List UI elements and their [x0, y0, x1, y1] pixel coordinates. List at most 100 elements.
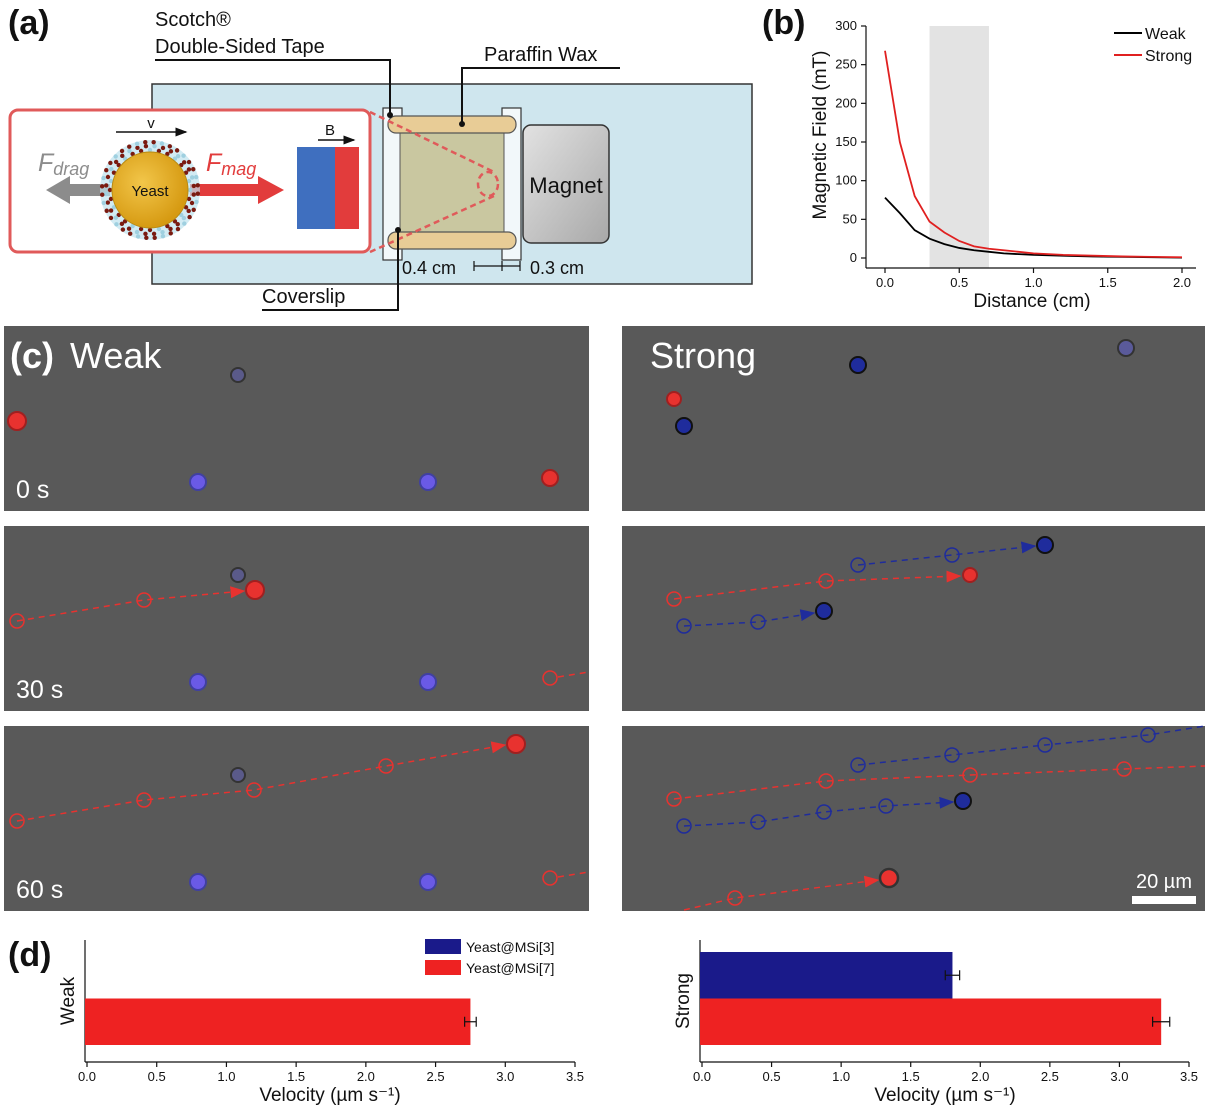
magnetic-particle	[105, 174, 111, 180]
magnetic-particle	[120, 153, 125, 159]
tape-callout-line	[155, 59, 391, 115]
d-weak-x-tick-label: 0.5	[148, 1069, 166, 1084]
panel-b-chart: (b) 0.0 0.5 1.0 1.5 2.0 0 50 100 150 200 250 300 Di…	[762, 4, 1196, 312]
panel-d-letter: (d)	[8, 936, 51, 974]
velocity-label: v	[147, 115, 155, 132]
coverslip-callout-line	[262, 230, 399, 311]
d-weak-x-tick-label: 1.0	[217, 1069, 235, 1084]
magnetic-particle	[127, 144, 132, 149]
magnetic-particle	[113, 154, 118, 159]
magnetic-particle	[194, 174, 199, 180]
magnetic-particle	[127, 231, 133, 236]
b-series	[884, 50, 1183, 259]
time-30s: 30 s	[16, 676, 63, 704]
magnetic-particle	[191, 183, 197, 189]
magnetic-particle	[134, 229, 140, 235]
panel-b-letter: (b)	[762, 4, 805, 42]
magnetic-particle	[111, 205, 117, 210]
panel-c-microscopy: (c) Weak Strong 0 s 30 s 60 s	[4, 326, 1206, 911]
yeast-cell: Yeast	[99, 139, 201, 241]
magnetic-particle	[147, 227, 153, 233]
magnet	[522, 124, 610, 244]
legend-msi7-swatch	[425, 960, 461, 975]
magnetic-particle	[165, 223, 170, 229]
d-strong-bars: 0.0 0.5 1.0 1.5 2.0 2.5 3.0 3.5	[693, 952, 1198, 1084]
magnetic-particle	[143, 231, 148, 236]
time-0s: 0 s	[16, 476, 49, 504]
d-strong-x-tick-label: 2.5	[1041, 1069, 1059, 1084]
time-60s: 60 s	[16, 876, 63, 904]
magnetic-particle	[187, 214, 192, 220]
wax-top	[387, 115, 517, 134]
magnetic-particle	[191, 207, 196, 213]
magnetic-particle	[151, 139, 156, 145]
wax-bottom	[387, 231, 517, 250]
scale-bar-label: 20 µm	[1136, 871, 1192, 893]
b-y-tick-label: 250	[835, 57, 857, 72]
zoom-lines	[369, 110, 500, 254]
panel-d-charts: (d) 0.0 0.5 1.0 1.5 2.0 2.5 3.0 3.5 Velocity (µ…	[8, 936, 1198, 1106]
d-weak-y-label: Weak	[58, 976, 79, 1025]
magnetic-particle	[189, 175, 195, 180]
weak-label: Weak	[70, 335, 162, 376]
magnetic-particle	[186, 208, 191, 214]
magnetic-particle	[186, 159, 192, 165]
d-strong-x-tick-label: 1.5	[902, 1069, 920, 1084]
weak-30s-particles	[9, 567, 590, 691]
wax-callout-line	[461, 67, 620, 124]
magnetic-particle	[195, 191, 201, 196]
legend-weak-label: Weak	[1145, 26, 1187, 43]
legend-msi3-swatch	[425, 939, 461, 954]
fdrag-label: Fdrag	[38, 149, 89, 179]
magnetic-particle	[160, 234, 166, 239]
d-strong-x-tick-label: 1.0	[832, 1069, 850, 1084]
d-strong-x-tick-label: 3.0	[1110, 1069, 1128, 1084]
b-x-label: Distance (cm)	[973, 291, 1090, 312]
magnetic-particle	[105, 200, 111, 205]
magnetic-particle	[143, 140, 148, 145]
b-y-tick-label: 300	[835, 18, 857, 33]
magnetic-particle	[186, 178, 192, 184]
weak-60s-frame	[4, 726, 589, 911]
magnetic-particle	[183, 205, 189, 210]
scale-bar	[1132, 896, 1196, 904]
strong-label: Strong	[650, 335, 756, 376]
b-ticks: 0.0 0.5 1.0 1.5 2.0 0 50 100 150 200 250 300	[835, 18, 1191, 290]
magnetic-particle	[127, 148, 132, 154]
magnetic-particle	[152, 235, 157, 240]
d-strong-bar-1	[700, 998, 1162, 1045]
d-strong-x-tick-label: 3.5	[1180, 1069, 1198, 1084]
weak-30s-frame	[4, 526, 589, 711]
d-strong-x-label: Velocity (µm s⁻¹)	[874, 1085, 1015, 1106]
d-strong-x-tick-label: 0.0	[693, 1069, 711, 1084]
strong-0s-frame	[622, 326, 1205, 511]
magnetic-particle	[152, 144, 157, 149]
magnetic-particle	[108, 160, 113, 166]
dim-right-label: 0.3 cm	[530, 258, 584, 278]
magnetic-particle	[104, 183, 109, 188]
magnetic-particle	[108, 215, 114, 221]
fmag-arrow	[190, 176, 284, 204]
legend-msi3-label: Yeast@MSi[3]	[466, 939, 554, 955]
magnetic-particle	[108, 208, 114, 213]
legend-msi7-label: Yeast@MSi[7]	[466, 960, 554, 976]
magnetic-particle	[168, 231, 173, 236]
panel-a-schematic: (a) Fdrag Fmag Yeast v B	[8, 4, 753, 311]
magnetic-particle	[181, 215, 187, 221]
b-y-tick-label: 150	[835, 134, 857, 149]
magnetic-particle	[159, 141, 165, 146]
d-weak-bars: 0.0 0.5 1.0 1.5 2.0 2.5 3.0 3.5	[78, 998, 584, 1084]
b-series-strong	[884, 50, 1183, 259]
magnetic-particle	[191, 167, 196, 172]
wax-label: Paraffin Wax	[484, 44, 597, 66]
d-weak-x-label: Velocity (µm s⁻¹)	[259, 1085, 400, 1106]
d-weak-x-tick-label: 1.5	[287, 1069, 305, 1084]
magnetic-particle	[135, 234, 141, 239]
b-y-label: Magnetic Field (mT)	[810, 51, 831, 220]
magnetic-particle	[168, 226, 173, 232]
magnetic-particle	[175, 153, 181, 159]
magnetic-particle	[120, 227, 126, 232]
magnetic-particle	[100, 192, 105, 197]
magnetic-particle	[101, 175, 106, 181]
magnetic-particle	[101, 200, 106, 206]
